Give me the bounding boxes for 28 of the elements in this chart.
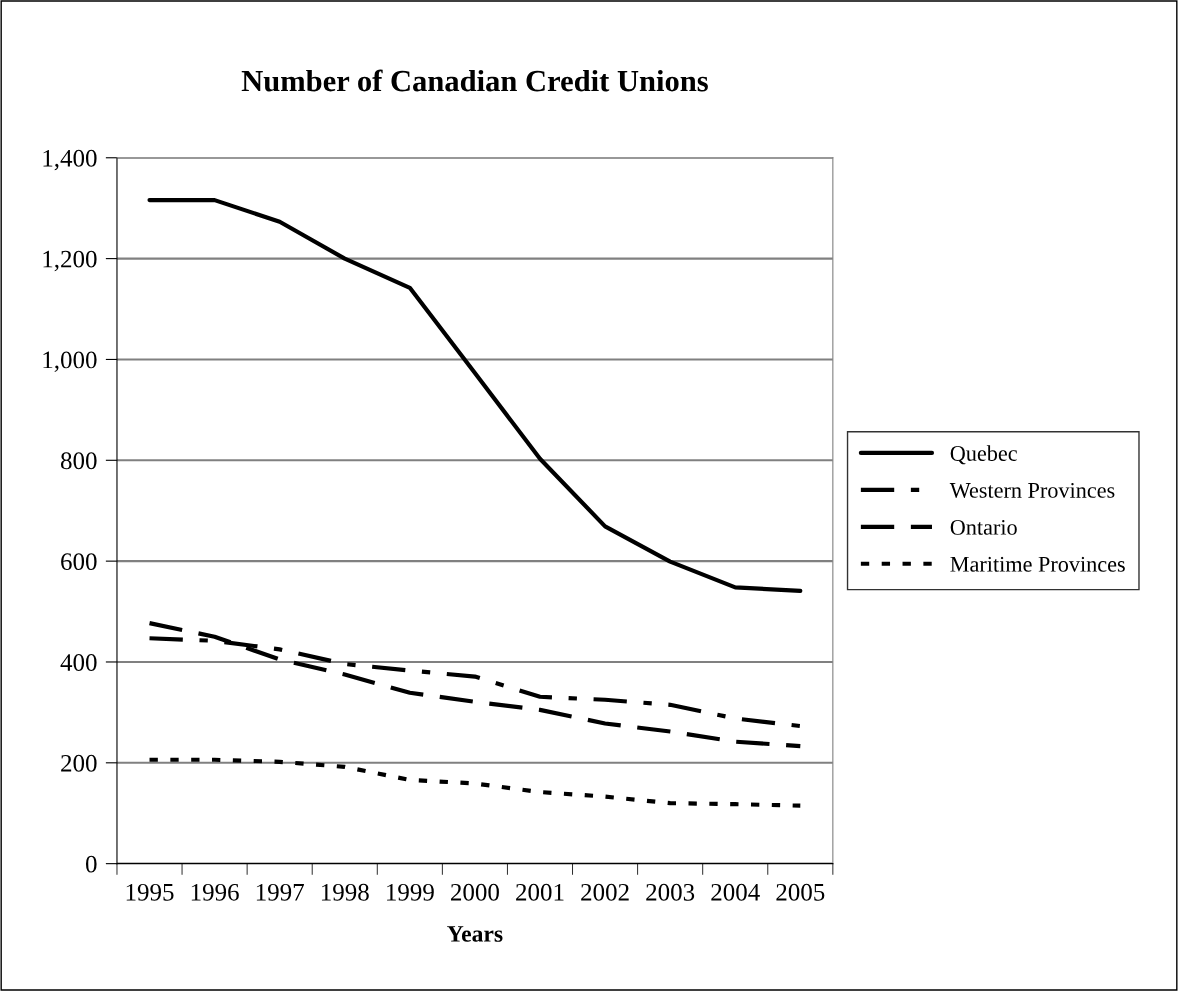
- x-tick-label: 2002: [581, 883, 629, 901]
- x-tick-label: 2003: [646, 883, 695, 901]
- x-tick-label: 2000: [451, 883, 499, 901]
- y-tick-label: 1,000: [43, 351, 97, 372]
- x-tick-label: 2005: [776, 883, 825, 901]
- x-tick-label: 1998: [321, 883, 369, 901]
- y-tick-label: 1,400: [43, 149, 97, 171]
- legend-label: Ontario: [950, 519, 1017, 535]
- y-tick-label: 1,200: [43, 250, 97, 272]
- line-series: [147, 198, 803, 593]
- x-tick-label: 1995: [126, 883, 174, 901]
- x-tick-label: 2004: [711, 883, 760, 901]
- legend-label: Western Provinces: [949, 482, 1115, 498]
- y-tick-label: 200: [61, 754, 97, 772]
- y-tick-label: 600: [61, 553, 97, 571]
- x-tick-label: 2001: [516, 883, 564, 901]
- x-tick-label: 1999: [387, 883, 434, 901]
- y-tick-label: 400: [60, 654, 97, 671]
- x-axis-title: Years: [447, 926, 503, 942]
- y-tick-label: 0: [85, 855, 97, 873]
- line-series: [147, 757, 803, 808]
- chart-title: Number of Canadian Credit Unions: [241, 69, 708, 92]
- x-tick-label: 1997: [256, 883, 304, 901]
- line-series: [147, 621, 803, 749]
- legend-label: Maritime Provinces: [950, 556, 1125, 572]
- x-tick-label: 1996: [191, 883, 239, 901]
- legend-label: Quebec: [950, 445, 1017, 465]
- y-tick-label: 800: [60, 452, 97, 470]
